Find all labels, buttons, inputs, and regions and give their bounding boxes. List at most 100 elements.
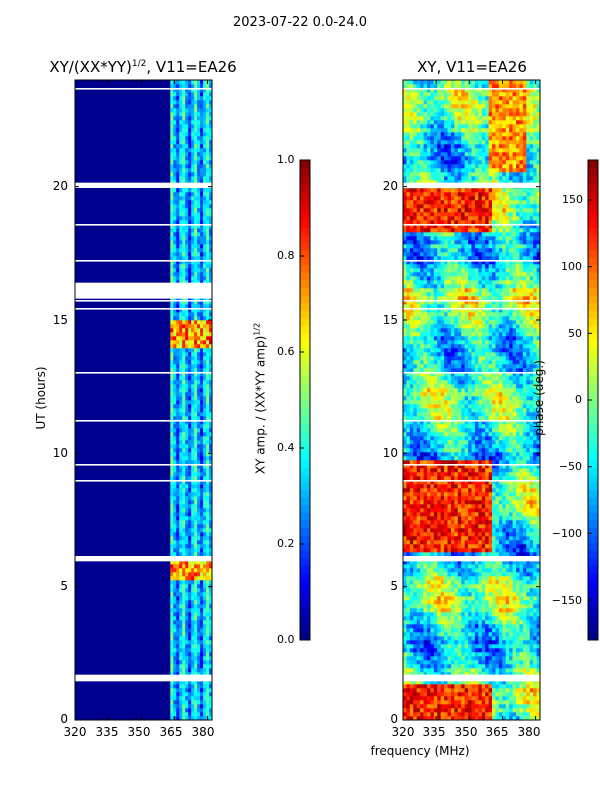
left-heatmap-cell (203, 596, 207, 601)
left-heatmap-cell (179, 340, 183, 345)
right-heatmap-cell (444, 668, 448, 673)
right-heatmap-cell (426, 680, 431, 685)
right-heatmap-cell (488, 596, 493, 601)
right-heatmap-cell (461, 656, 465, 661)
left-heatmap-cell (188, 572, 192, 577)
left-heatmap-cell (173, 240, 177, 245)
left-heatmap-cell (191, 316, 195, 321)
left-heatmap-cell (173, 372, 177, 377)
right-heatmap-cell (430, 524, 435, 529)
right-heatmap-cell (481, 544, 486, 549)
right-heatmap-cell (444, 656, 448, 661)
right-heatmap-cell (461, 528, 465, 533)
right-heatmap-cell (485, 584, 489, 589)
right-heatmap-cell (440, 616, 445, 621)
right-heatmap-cell (492, 456, 496, 461)
left-heatmap-cell (182, 656, 186, 661)
right-heatmap-cell (519, 620, 524, 625)
left-heatmap-cell (185, 132, 189, 137)
right-heatmap-cell (433, 704, 438, 709)
left-heatmap-cell (206, 412, 210, 417)
left-heatmap-cell (206, 328, 210, 333)
right-heatmap-cell (433, 604, 438, 609)
left-heatmap-cell (194, 600, 198, 605)
left-heatmap-cell (197, 580, 201, 585)
left-heatmap-cell (176, 420, 180, 425)
right-heatmap-cell (488, 512, 493, 517)
right-heatmap-cell (492, 700, 496, 705)
right-heatmap-cell (519, 468, 524, 473)
right-heatmap-cell (536, 684, 541, 689)
right-heatmap-cell (474, 552, 479, 557)
right-heatmap-cell (403, 544, 407, 549)
left-heatmap-cell (176, 336, 180, 341)
right-heatmap-cell (485, 576, 489, 581)
left-heatmap-cell (185, 712, 189, 717)
right-heatmap-cell (416, 652, 421, 657)
right-heatmap-cell (481, 636, 486, 641)
right-heatmap-cell (474, 576, 479, 581)
right-heatmap-cell (468, 644, 472, 649)
left-heatmap-cell (188, 236, 192, 241)
left-heatmap-cell (173, 452, 177, 457)
left-heatmap-cell (170, 136, 174, 141)
left-heatmap-cell (200, 596, 204, 601)
right-heatmap-cell (420, 548, 424, 553)
right-heatmap-cell (474, 520, 479, 525)
left-heatmap-cell (170, 112, 174, 117)
left-heatmap-cell (194, 652, 198, 657)
right-heatmap-cell (481, 488, 486, 493)
right-heatmap-cell (457, 468, 462, 473)
right-heatmap-cell (498, 668, 503, 673)
left-heatmap-cell (173, 672, 177, 677)
left-heatmap-cell (209, 548, 213, 553)
left-heatmap-cell (170, 312, 174, 317)
right-heatmap-cell (481, 532, 486, 537)
left-heatmap-cell (173, 104, 177, 109)
left-heatmap-cell (194, 212, 198, 217)
right-heatmap-cell (492, 616, 496, 621)
right-heatmap-cell (406, 624, 411, 629)
right-heatmap-cell (512, 460, 517, 465)
left-heatmap-cell (203, 636, 207, 641)
right-heatmap-cell (471, 476, 476, 481)
right-heatmap-cell (474, 560, 479, 565)
left-heatmap-cell (197, 272, 201, 277)
left-heatmap-cell (203, 476, 207, 481)
right-heatmap-cell (492, 480, 496, 485)
left-heatmap-cell (188, 700, 192, 705)
right-heatmap-cell (454, 548, 459, 553)
left-heatmap-cell (176, 540, 180, 545)
left-heatmap-cell (188, 496, 192, 501)
left-heatmap-cell (206, 332, 210, 337)
right-heatmap-cell (454, 580, 459, 585)
left-heatmap-cell (182, 512, 186, 517)
right-heatmap-cell (516, 468, 520, 473)
left-heatmap-cell (182, 452, 186, 457)
right-heatmap-cell (509, 656, 513, 661)
left-heatmap-cell (206, 648, 210, 653)
right-heatmap-cell (474, 504, 479, 509)
left-heatmap-cell (209, 528, 213, 533)
left-heatmap-cell (188, 524, 192, 529)
right-heatmap-cell (450, 568, 455, 573)
left-heatmap-cell (170, 692, 174, 697)
left-heatmap-cell (185, 436, 189, 441)
right-heatmap-cell (485, 504, 489, 509)
right-heatmap-cell (440, 444, 445, 449)
left-heatmap-cell (170, 672, 174, 677)
left-heatmap-cell (170, 388, 174, 393)
right-heatmap-cell (533, 492, 537, 497)
right-heatmap-cell (536, 668, 541, 673)
right-heatmap-cell (420, 628, 424, 633)
right-heatmap-cell (440, 456, 445, 461)
right-heatmap-cell (406, 576, 411, 581)
left-heatmap-cell (176, 480, 180, 485)
left-heatmap-cell (176, 400, 180, 405)
right-heatmap-cell (533, 580, 537, 585)
right-heatmap-cell (464, 572, 469, 577)
left-heatmap-cell (179, 332, 183, 337)
right-heatmap-cell (420, 468, 424, 473)
left-heatmap-cell (185, 460, 189, 465)
right-heatmap-cell (485, 512, 489, 517)
